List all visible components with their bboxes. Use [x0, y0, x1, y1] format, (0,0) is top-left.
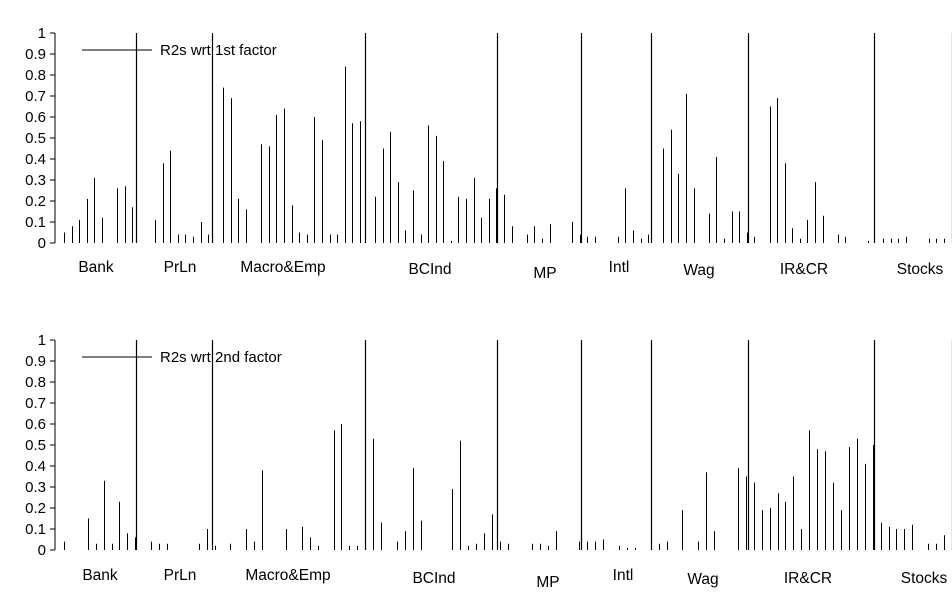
group-label: MP [536, 574, 559, 591]
y-tick-label: 0.8 [25, 67, 46, 84]
y-tick-label: 1 [38, 332, 46, 349]
group-label: IR&CR [784, 570, 832, 587]
group-label: Wag [687, 571, 718, 588]
group-label: Intl [613, 567, 634, 584]
group-label: Macro&Emp [245, 567, 330, 584]
bars-1 [64, 66, 945, 243]
group-label: PrLn [164, 567, 197, 584]
y-tick-label: 0.3 [25, 479, 46, 496]
group-label: Intl [609, 259, 630, 276]
group-label: PrLn [164, 259, 197, 276]
y-tick-label: 0 [38, 235, 46, 252]
group-label: Stocks [897, 261, 944, 278]
y-tick-label: 0.6 [25, 109, 46, 126]
y-tick-label: 0.4 [25, 458, 46, 475]
yticks-1: 0 0.1 0.2 0.3 0.4 0.5 0.6 0.7 0.8 0.9 1 [25, 25, 55, 252]
legend-1: R2s wrt 1st factor [82, 42, 277, 59]
y-tick-label: 0 [38, 542, 46, 559]
y-tick-label: 0.1 [25, 214, 46, 231]
y-tick-label: 0.6 [25, 416, 46, 433]
y-tick-label: 0.2 [25, 193, 46, 210]
chart-panel-1: 0 0.1 0.2 0.3 0.4 0.5 0.6 0.7 0.8 0.9 1 Bank PrLn Ma… [25, 25, 952, 282]
group-label: Macro&Emp [240, 259, 325, 276]
group-label: BCInd [412, 570, 455, 587]
group-label: Bank [82, 567, 118, 584]
yticks-2: 0 0.1 0.2 0.3 0.4 0.5 0.6 0.7 0.8 0.9 1 [25, 332, 55, 559]
y-tick-label: 0.1 [25, 521, 46, 538]
group-label: IR&CR [780, 261, 828, 278]
separators-2 [135, 340, 952, 550]
group-label: Bank [78, 259, 114, 276]
y-tick-label: 0.9 [25, 353, 46, 370]
group-labels-2: Bank PrLn Macro&Emp BCInd MP Intl Wag IR&CR Stoc… [82, 567, 947, 591]
y-tick-label: 0.3 [25, 172, 46, 189]
separators-1 [135, 33, 952, 243]
y-tick-label: 0.5 [25, 437, 46, 454]
y-tick-label: 0.8 [25, 374, 46, 391]
bars-2 [64, 424, 945, 550]
group-label: Wag [683, 262, 714, 279]
group-label: Stocks [901, 570, 948, 587]
group-label: MP [533, 265, 556, 282]
legend-text: R2s wrt 1st factor [160, 42, 277, 59]
group-label: BCInd [408, 261, 451, 278]
group-labels-1: Bank PrLn Macro&Emp BCInd MP Intl Wag IR&CR Stoc… [78, 259, 943, 282]
legend-text: R2s wrt 2nd factor [160, 349, 282, 366]
y-tick-label: 0.5 [25, 130, 46, 147]
y-tick-label: 0.4 [25, 151, 46, 168]
y-tick-label: 0.2 [25, 500, 46, 517]
y-tick-label: 0.9 [25, 46, 46, 63]
y-tick-label: 1 [38, 25, 46, 42]
legend-2: R2s wrt 2nd factor [82, 349, 282, 366]
y-tick-label: 0.7 [25, 395, 46, 412]
chart-panel-2: 0 0.1 0.2 0.3 0.4 0.5 0.6 0.7 0.8 0.9 1 Bank PrLn Ma… [25, 332, 952, 591]
y-tick-label: 0.7 [25, 88, 46, 105]
